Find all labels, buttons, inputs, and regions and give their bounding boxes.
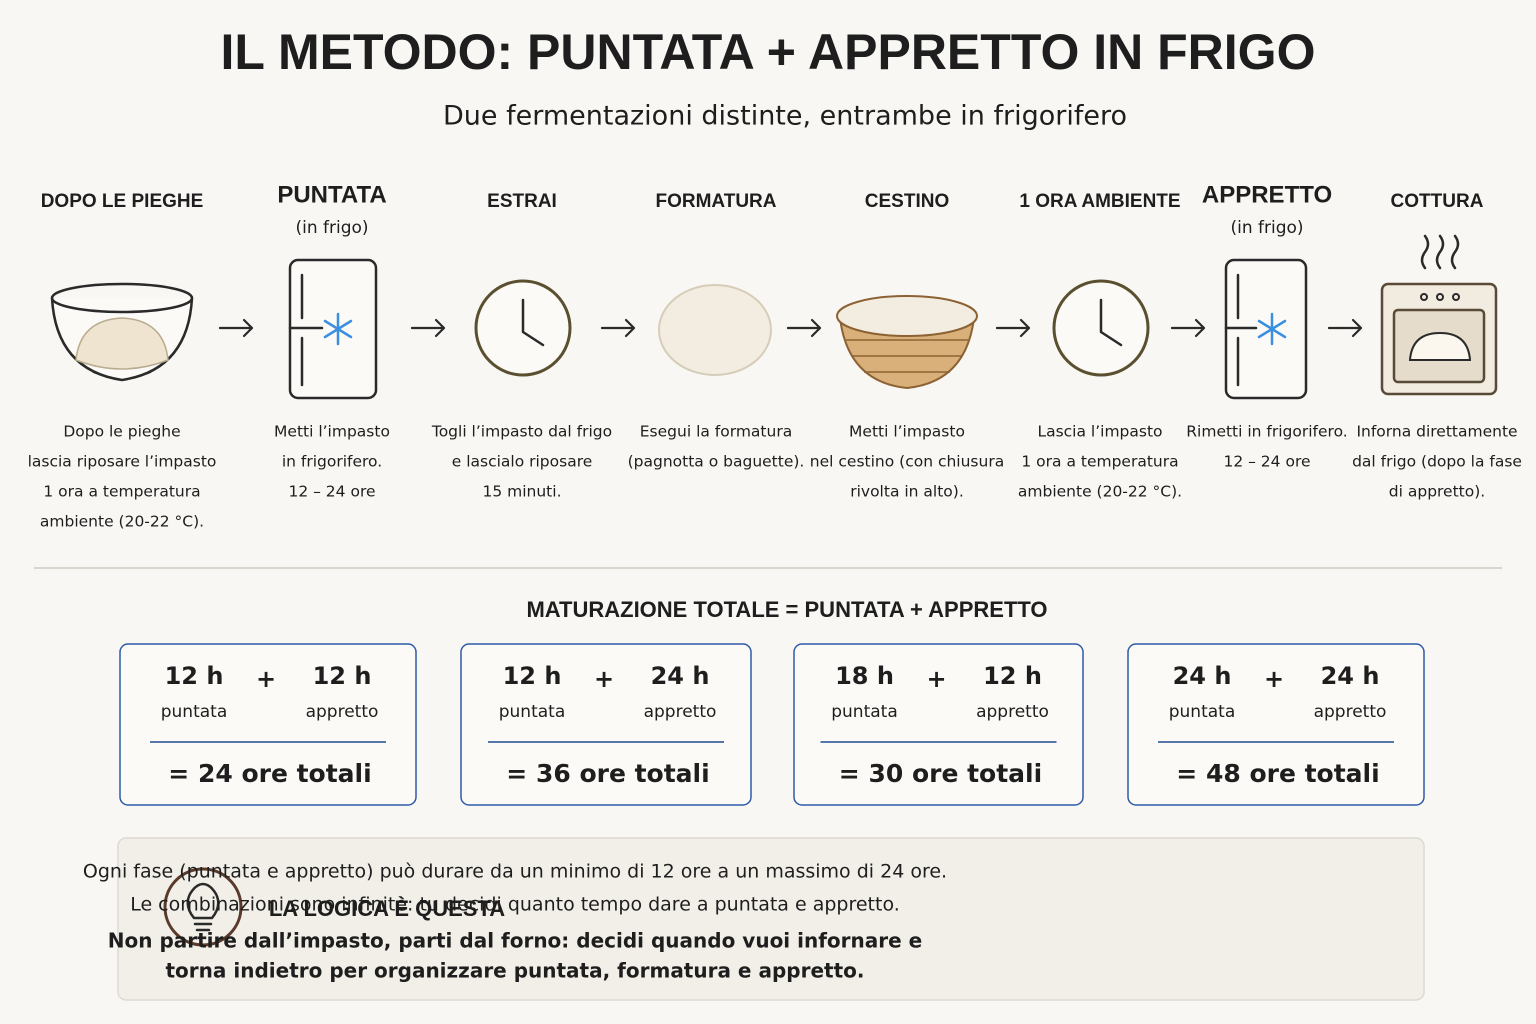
total-hours: = 36 ore totali bbox=[506, 759, 709, 788]
step-description: Togli l’impasto dal frigo bbox=[431, 423, 612, 441]
step-description: dal frigo (dopo la fase bbox=[1352, 453, 1522, 471]
step-description: Metti l’impasto bbox=[274, 423, 390, 441]
step-description: Metti l’impasto bbox=[849, 423, 965, 441]
plus-sign: + bbox=[594, 665, 614, 693]
puntata-label: puntata bbox=[499, 702, 566, 722]
step-sublabel: (in frigo) bbox=[1230, 218, 1303, 238]
formula-title: MATURAZIONE TOTALE = PUNTATA + APPRETTO bbox=[526, 597, 1047, 622]
puntata-hours: 12 h bbox=[165, 662, 224, 690]
step-description: Dopo le pieghe bbox=[63, 423, 180, 441]
step-description: rivolta in alto). bbox=[850, 483, 964, 501]
dough-icon bbox=[658, 284, 772, 376]
bulb-icon bbox=[163, 867, 243, 947]
fridge-icon bbox=[1224, 258, 1308, 400]
step-label: APPRETTO bbox=[1202, 181, 1332, 208]
step-description: nel cestino (con chiusura bbox=[810, 453, 1004, 471]
clock-icon bbox=[474, 279, 572, 377]
tip-highlight: Non partire dall’impasto, parti dal forn… bbox=[108, 929, 922, 953]
puntata-hours: 12 h bbox=[503, 662, 562, 690]
step-label: COTTURA bbox=[1391, 191, 1484, 212]
step-description: Rimetti in frigorifero. bbox=[1186, 423, 1347, 441]
oven-icon bbox=[1380, 234, 1498, 396]
step-label: DOPO LE PIEGHE bbox=[41, 191, 204, 212]
step-label: 1 ORA AMBIENTE bbox=[1019, 191, 1180, 212]
appretto-hours: 24 h bbox=[1321, 662, 1380, 690]
puntata-hours: 18 h bbox=[835, 662, 894, 690]
total-hours: = 24 ore totali bbox=[168, 759, 371, 788]
tip-highlight: torna indietro per organizzare puntata, … bbox=[166, 959, 865, 983]
step-label: CESTINO bbox=[865, 191, 949, 212]
step-description: ambiente (20-22 °C). bbox=[1018, 483, 1182, 501]
step-description: ambiente (20-22 °C). bbox=[40, 513, 204, 531]
basket-icon bbox=[836, 295, 978, 390]
step-description: in frigorifero. bbox=[282, 453, 382, 471]
step-description: di appretto). bbox=[1389, 483, 1485, 501]
clock-icon bbox=[1052, 279, 1150, 377]
fridge-icon bbox=[288, 258, 378, 400]
puntata-label: puntata bbox=[161, 702, 228, 722]
puntata-label: puntata bbox=[831, 702, 898, 722]
total-hours: = 30 ore totali bbox=[839, 759, 1042, 788]
combination-box bbox=[1127, 643, 1425, 806]
tip-line: Le combinazioni sono infinite: tu decidi… bbox=[130, 894, 900, 916]
total-hours: = 48 ore totali bbox=[1176, 759, 1379, 788]
step-description: 1 ora a temperatura bbox=[1021, 453, 1178, 471]
tip-title: LA LOGICA È QUESTA bbox=[269, 896, 505, 921]
appretto-label: appretto bbox=[644, 702, 717, 722]
appretto-label: appretto bbox=[1314, 702, 1387, 722]
step-description: Lascia l’impasto bbox=[1037, 423, 1162, 441]
step-description: 15 minuti. bbox=[482, 483, 561, 501]
arrows bbox=[218, 318, 1363, 338]
step-label: FORMATURA bbox=[655, 191, 776, 212]
combination-box bbox=[119, 643, 417, 806]
subtitle: Due fermentazioni distinte, entrambe in … bbox=[443, 101, 1127, 132]
title: IL METODO: PUNTATA + APPRETTO IN FRIGO bbox=[221, 24, 1316, 80]
appretto-label: appretto bbox=[976, 702, 1049, 722]
combination-box bbox=[460, 643, 752, 806]
step-sublabel: (in frigo) bbox=[295, 218, 368, 238]
combination-box bbox=[793, 643, 1084, 806]
plus-sign: + bbox=[926, 665, 946, 693]
step-label: PUNTATA bbox=[277, 181, 386, 208]
step-description: Esegui la formatura bbox=[640, 423, 792, 441]
bowl-icon bbox=[50, 282, 194, 382]
step-description: Inforna direttamente bbox=[1356, 423, 1517, 441]
appretto-hours: 12 h bbox=[313, 662, 372, 690]
appretto-hours: 24 h bbox=[651, 662, 710, 690]
plus-sign: + bbox=[256, 665, 276, 693]
tip-box bbox=[117, 837, 1425, 1001]
tip-line: Ogni fase (puntata e appretto) può durar… bbox=[83, 861, 947, 883]
step-description: 1 ora a temperatura bbox=[43, 483, 200, 501]
appretto-hours: 12 h bbox=[983, 662, 1042, 690]
step-description: (pagnotta o baguette). bbox=[628, 453, 805, 471]
appretto-label: appretto bbox=[306, 702, 379, 722]
step-description: 12 – 24 ore bbox=[1223, 453, 1310, 471]
step-description: e lascialo riposare bbox=[452, 453, 593, 471]
step-label: ESTRAI bbox=[487, 191, 557, 212]
puntata-hours: 24 h bbox=[1173, 662, 1232, 690]
plus-sign: + bbox=[1264, 665, 1284, 693]
step-description: 12 – 24 ore bbox=[288, 483, 375, 501]
puntata-label: puntata bbox=[1169, 702, 1236, 722]
step-description: lascia riposare l’impasto bbox=[28, 453, 217, 471]
